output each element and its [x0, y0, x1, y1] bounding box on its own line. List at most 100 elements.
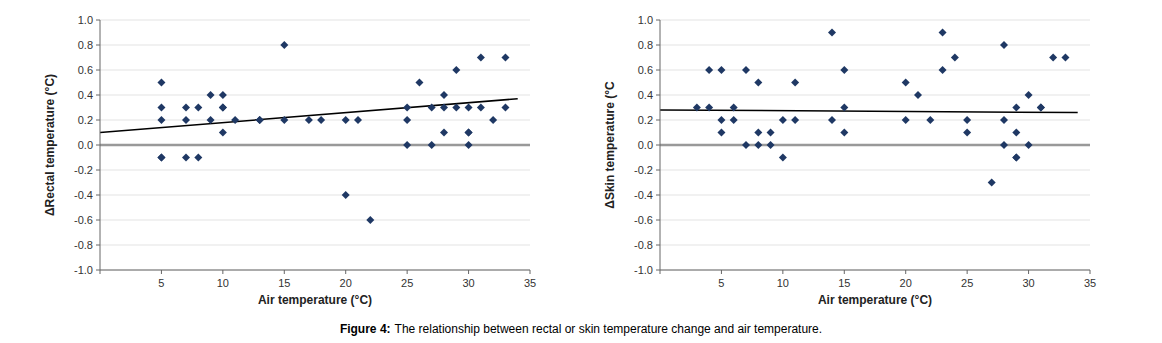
point — [914, 91, 922, 99]
x-tick — [660, 270, 661, 274]
y-tick-label: -0.6 — [634, 214, 653, 226]
y-tick — [656, 245, 660, 246]
point — [791, 116, 799, 124]
point — [791, 79, 799, 87]
plot-area — [660, 29, 1090, 187]
figure: -1.0-0.8-0.6-0.4-0.20.00.20.40.60.81.051… — [0, 0, 1162, 343]
x-tick — [967, 270, 968, 274]
point — [1025, 141, 1033, 149]
x-tick-label: 15 — [278, 277, 290, 289]
point — [428, 141, 436, 149]
point — [1037, 104, 1045, 112]
point — [452, 66, 460, 74]
x-tick — [905, 270, 906, 274]
point — [1000, 141, 1008, 149]
point — [1012, 154, 1020, 162]
point — [963, 116, 971, 124]
point — [354, 116, 362, 124]
point — [219, 104, 227, 112]
y-tick — [96, 270, 100, 271]
x-tick — [407, 270, 408, 274]
grid-line — [100, 270, 530, 271]
x-tick-label: 25 — [401, 277, 413, 289]
y-tick — [96, 20, 100, 21]
grid-line — [100, 170, 530, 171]
point — [1000, 41, 1008, 49]
point — [428, 104, 436, 112]
y-tick-label: 1.0 — [638, 14, 653, 26]
point — [366, 216, 374, 224]
point — [939, 29, 947, 37]
point — [754, 79, 762, 87]
point — [182, 154, 190, 162]
y-tick-label: 0.0 — [78, 139, 93, 151]
point — [988, 179, 996, 187]
point — [440, 129, 448, 137]
point — [926, 116, 934, 124]
y-axis-label: ΔSkin temperature (°C — [603, 81, 617, 209]
point — [1061, 54, 1069, 62]
point — [157, 79, 165, 87]
y-tick-label: -0.4 — [74, 189, 93, 201]
point — [305, 116, 313, 124]
point — [157, 154, 165, 162]
x-tick — [530, 270, 531, 274]
point — [828, 29, 836, 37]
point — [693, 104, 701, 112]
y-tick — [656, 45, 660, 46]
point — [730, 116, 738, 124]
point — [717, 116, 725, 124]
point — [501, 54, 509, 62]
y-tick-label: 0.6 — [78, 64, 93, 76]
y-tick — [96, 95, 100, 96]
point — [477, 104, 485, 112]
x-tick — [161, 270, 162, 274]
y-tick — [96, 245, 100, 246]
point — [157, 104, 165, 112]
x-tick-label: 35 — [524, 277, 536, 289]
y-tick — [656, 270, 660, 271]
point — [465, 129, 473, 137]
x-tick — [284, 270, 285, 274]
point — [194, 154, 202, 162]
x-tick-label: 20 — [340, 277, 352, 289]
grid-line — [100, 245, 530, 246]
point — [742, 141, 750, 149]
point — [754, 129, 762, 137]
caption: Figure 4:The relationship between rectal… — [340, 322, 822, 336]
point — [403, 104, 411, 112]
point — [157, 116, 165, 124]
y-tick — [96, 45, 100, 46]
x-tick-label: 30 — [462, 277, 474, 289]
grid-line — [100, 70, 530, 71]
y-tick — [96, 145, 100, 146]
plot-area — [100, 41, 530, 224]
point — [256, 116, 264, 124]
point — [717, 129, 725, 137]
grid-line — [660, 220, 1090, 221]
y-tick-label: -1.0 — [74, 264, 93, 276]
trend-line — [660, 110, 1078, 113]
point — [182, 116, 190, 124]
point — [440, 104, 448, 112]
x-tick-label: 10 — [777, 277, 789, 289]
point — [717, 66, 725, 74]
y-tick — [656, 20, 660, 21]
point — [705, 66, 713, 74]
y-tick — [656, 220, 660, 221]
point — [157, 154, 165, 162]
grid-line — [100, 220, 530, 221]
point — [902, 116, 910, 124]
y-tick-label: 0.8 — [638, 39, 653, 51]
y-tick-label: -0.6 — [74, 214, 93, 226]
y-tick-label: -1.0 — [634, 264, 653, 276]
point — [440, 91, 448, 99]
y-tick-label: -0.2 — [634, 164, 653, 176]
point — [1012, 129, 1020, 137]
grid-line — [660, 270, 1090, 271]
point — [219, 129, 227, 137]
point — [465, 129, 473, 137]
y-axis-label: ΔRectal temperature (°C) — [43, 74, 57, 216]
point — [489, 116, 497, 124]
x-tick — [100, 270, 101, 274]
